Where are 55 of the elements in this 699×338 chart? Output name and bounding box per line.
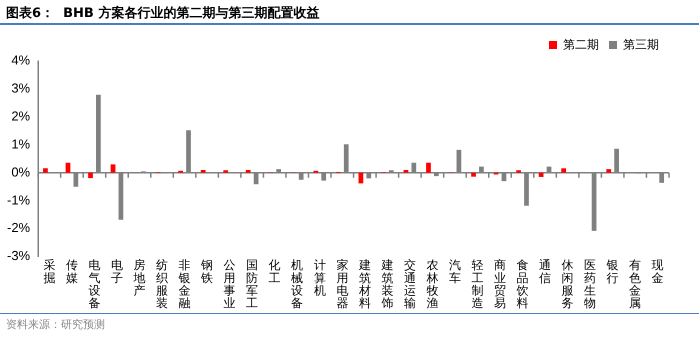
x-tick-label: 有色金属 bbox=[629, 258, 642, 310]
x-tick-label: 食品饮料 bbox=[516, 258, 529, 310]
x-tick-label: 计算机 bbox=[314, 258, 326, 298]
bar bbox=[358, 172, 364, 184]
legend-label: 第三期 bbox=[623, 37, 659, 52]
x-tick-label: 电子 bbox=[110, 258, 123, 285]
bar bbox=[110, 164, 116, 173]
x-tick-label: 传媒 bbox=[66, 258, 78, 285]
bar bbox=[66, 162, 70, 173]
x-tick-label: 公用事业 bbox=[224, 258, 236, 310]
y-tick-label: 3% bbox=[11, 80, 31, 96]
x-tick-label: 汽车 bbox=[448, 258, 461, 285]
x-tick-label: 建筑材料 bbox=[358, 258, 371, 310]
x-tick-label: 医药生物 bbox=[584, 258, 596, 310]
bar bbox=[426, 162, 431, 173]
y-tick-label: 2% bbox=[11, 108, 31, 124]
bar bbox=[516, 170, 521, 173]
bar bbox=[404, 170, 408, 173]
text: 资料来源：研究预测 bbox=[0, 313, 699, 335]
x-tick-label: 银行 bbox=[606, 258, 619, 285]
x-tick-label: 家用电器 bbox=[336, 258, 348, 310]
x-tick-label: 房地产 bbox=[132, 258, 146, 298]
legend-label: 第二期 bbox=[563, 37, 599, 52]
x-tick-label: 休闲服务 bbox=[562, 258, 574, 310]
bar bbox=[200, 170, 206, 173]
bar bbox=[43, 168, 48, 173]
x-tick-label: 非银金融 bbox=[178, 258, 191, 310]
chart-title: 图表6： BHB 方案各行业的第二期与第三期配置收益 bbox=[0, 0, 699, 25]
x-tick-label: 农林牧渔 bbox=[425, 258, 438, 310]
bar bbox=[471, 172, 476, 177]
x-tick-label: 交通运输 bbox=[404, 258, 416, 310]
y-tick-label: -1% bbox=[6, 192, 31, 208]
bar bbox=[223, 170, 228, 173]
x-tick-label: 建筑装饰 bbox=[380, 258, 394, 310]
x-tick-label: 机械设备 bbox=[291, 258, 304, 310]
y-tick-label: 0% bbox=[11, 164, 31, 180]
x-tick-label: 轻工制造 bbox=[471, 258, 484, 310]
x-tick-label: 现金 bbox=[652, 258, 664, 285]
x-tick-label: 钢铁 bbox=[200, 258, 214, 285]
x-tick-label: 通信 bbox=[539, 258, 552, 285]
x-tick-label: 电气设备 bbox=[88, 258, 100, 310]
x-tick-label: 采掘 bbox=[43, 258, 56, 285]
bar bbox=[606, 169, 612, 173]
bar bbox=[246, 170, 251, 173]
y-tick-label: -3% bbox=[6, 248, 31, 264]
x-tick-label: 国防军工 bbox=[246, 258, 258, 310]
x-tick-label: 化工 bbox=[268, 258, 281, 285]
y-tick-label: -2% bbox=[6, 220, 31, 236]
bar bbox=[88, 172, 93, 178]
x-tick-label: 商业贸易 bbox=[494, 258, 506, 310]
x-tick-label: 纺织服装 bbox=[156, 258, 168, 310]
y-tick-label: 4% bbox=[11, 52, 31, 68]
bar bbox=[561, 168, 566, 173]
y-tick-label: 1% bbox=[11, 136, 31, 152]
bar bbox=[538, 172, 544, 177]
